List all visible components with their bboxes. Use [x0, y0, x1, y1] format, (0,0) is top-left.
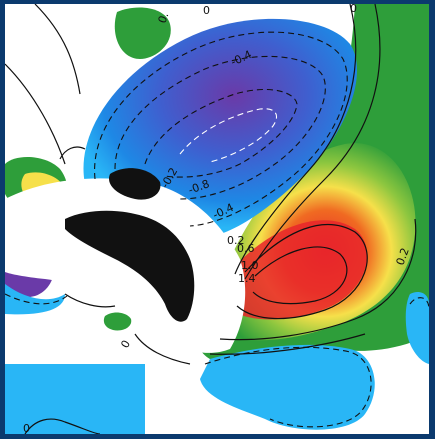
contour-label: 0.2 — [394, 246, 412, 267]
dashed-contours — [5, 31, 429, 428]
solid-contours — [5, 4, 417, 434]
contour-line — [24, 418, 101, 434]
contour-line — [144, 88, 298, 178]
contour-label: 0 — [23, 422, 30, 434]
contour-line — [94, 31, 348, 227]
contour-label: 1.0 — [241, 259, 259, 272]
contour-line — [209, 333, 366, 355]
contour-label: 1.4 — [238, 272, 256, 285]
contour-svg: 0 0. 0 -0.4 -0.2 -0.8 -0.4 0.2 0.6 1.0 1… — [5, 4, 429, 434]
contour-line — [244, 4, 381, 280]
positive-anomaly-core — [230, 220, 368, 320]
contour-line — [114, 55, 326, 200]
contour-line — [5, 63, 66, 165]
contour-label: 0 — [203, 4, 210, 17]
contour-line — [204, 346, 372, 428]
green-region-top — [114, 7, 171, 60]
contour-line — [252, 246, 348, 305]
contour-label: 0 — [350, 4, 357, 15]
contour-label: 0.6 — [237, 242, 255, 255]
contour-line — [59, 146, 86, 160]
cyan-region-bottom — [200, 344, 375, 430]
contour-label: 0. — [156, 11, 172, 25]
land-mass-small — [109, 168, 161, 200]
dashed-contours-inner — [179, 108, 277, 163]
cyan-region-left — [5, 284, 65, 315]
contour-line — [409, 297, 429, 310]
contour-line — [179, 108, 277, 163]
cyan-region-bottom-left — [5, 364, 145, 434]
green-region-small — [103, 312, 132, 331]
contour-map: 0 0. 0 -0.4 -0.2 -0.8 -0.4 0.2 0.6 1.0 1… — [5, 4, 429, 434]
contour-line — [64, 293, 116, 308]
land-mass — [65, 210, 195, 322]
contour-line — [5, 293, 68, 305]
contour-line — [236, 224, 368, 320]
contour-line — [219, 218, 417, 341]
contour-label: 0.2 — [227, 234, 245, 247]
cyan-region-right — [405, 292, 429, 364]
contour-line — [134, 333, 191, 365]
contour-line — [234, 4, 357, 275]
contour-line — [34, 4, 81, 95]
